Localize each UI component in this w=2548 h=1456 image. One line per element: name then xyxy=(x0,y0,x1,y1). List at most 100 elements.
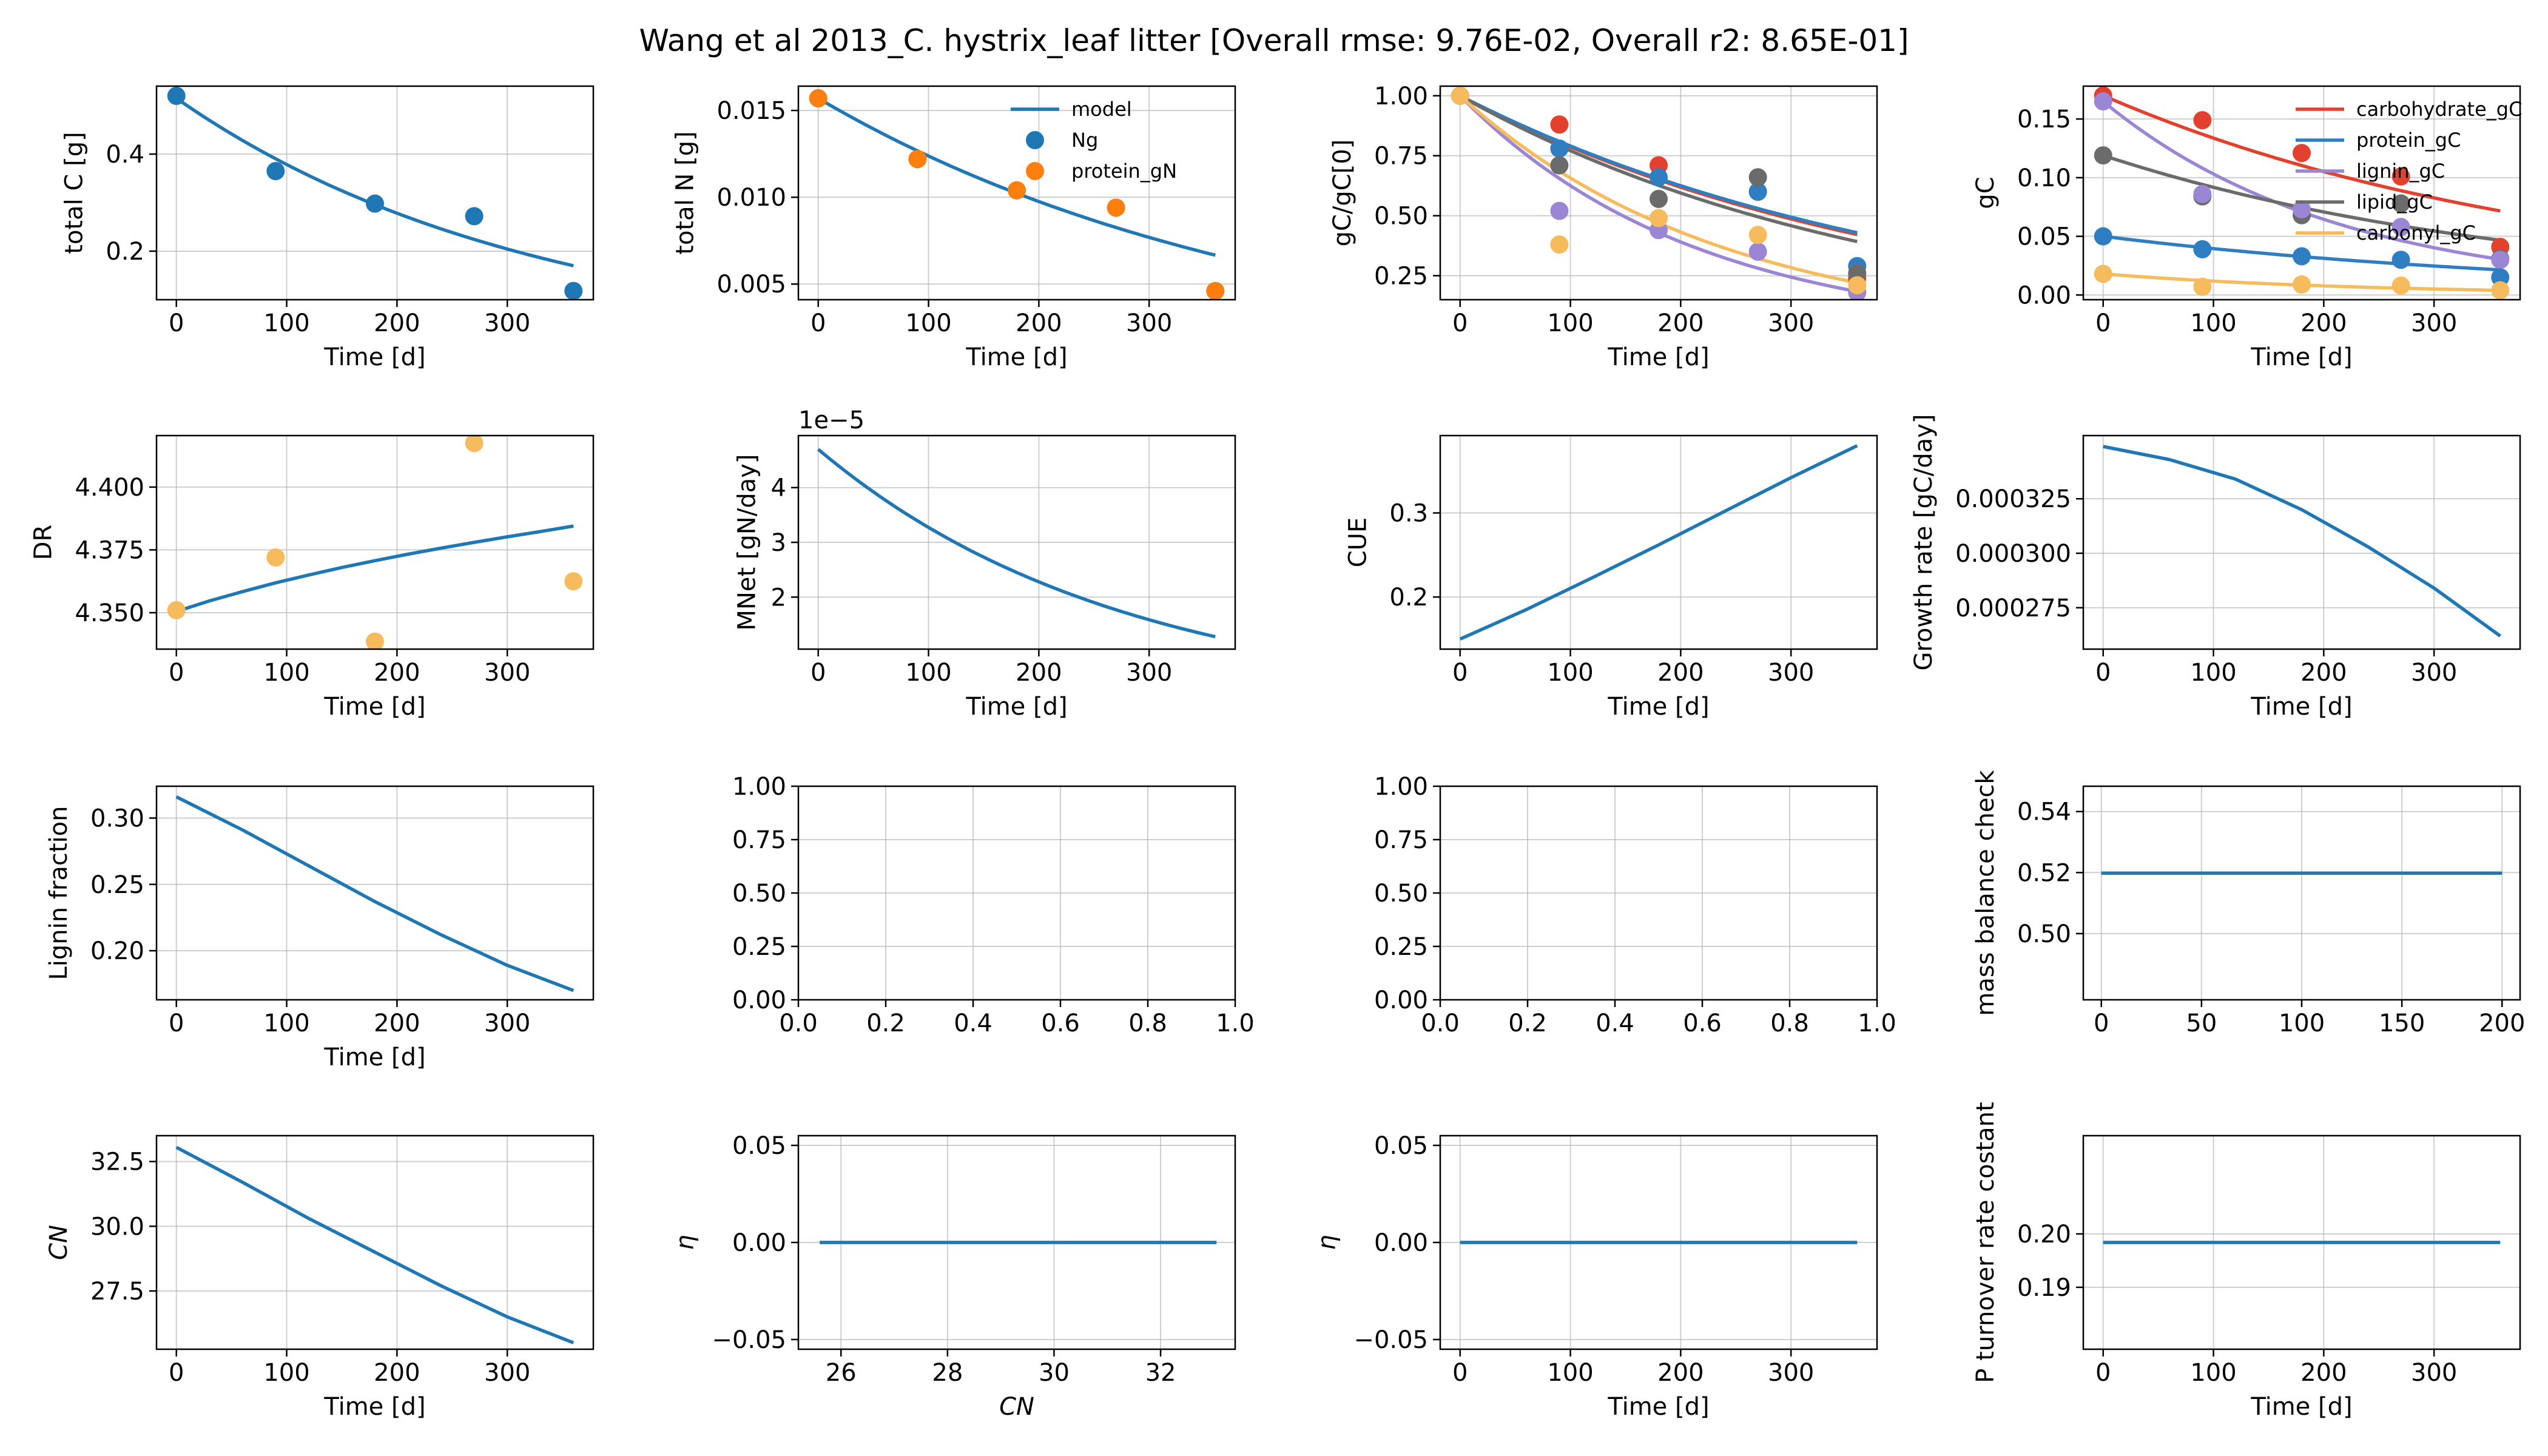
ytick-label-p14-2: 0.05 xyxy=(1374,1132,1428,1160)
ytick-label-p8-1: 0.25 xyxy=(90,871,144,899)
ytick-label-p11-0: 0.50 xyxy=(2017,920,2071,948)
point-p2-carbonyl_gC-4 xyxy=(1848,276,1867,295)
subplot-p14: 0 100 200 300 −0.05 0.00 0.05 Time [d] η xyxy=(1313,1132,1878,1421)
point-p4-DR-0 xyxy=(167,601,186,619)
xlabel-p15: Time [d] xyxy=(2250,1393,2352,1421)
xtick-label-p14-0: 0 xyxy=(1452,1359,1468,1387)
subplot-p12: 0 100 200 300 27.5 30.0 32.5 Time [d] CN xyxy=(45,1134,595,1421)
ytick-label-p12-1: 30.0 xyxy=(90,1213,144,1241)
point-p3-protein_gC-3 xyxy=(2391,251,2410,269)
xtick-label-p7-1: 100 xyxy=(2190,659,2236,687)
point-p4-DR-4 xyxy=(564,572,583,591)
series-line-p8-model-0 xyxy=(175,795,575,993)
ylabel-p5: MNet [gN/day] xyxy=(733,454,761,630)
ytick-label-p5-2: 4 xyxy=(771,474,786,502)
offset-label-p5: 1e−5 xyxy=(798,406,864,434)
plot-area-p2 xyxy=(1451,86,1867,300)
axes-frame-p15 xyxy=(2082,1134,2521,1350)
ytick-label-p2-2: 0.75 xyxy=(1374,143,1428,170)
xtick-label-p9-1: 0.2 xyxy=(866,1009,905,1037)
subplot-p7: 0 100 200 300 0.000275 0.000300 0.000325 Time [… xyxy=(1910,414,2521,721)
xtick-label-p2-0: 0 xyxy=(1452,309,1468,337)
ytick-label-p2-0: 0.25 xyxy=(1374,262,1428,290)
point-p1-protein_gN-4 xyxy=(1206,281,1225,300)
xtick-label-p8-3: 300 xyxy=(484,1009,530,1037)
xtick-label-p13-1: 28 xyxy=(932,1359,963,1387)
plot-area-p6 xyxy=(1459,444,1858,641)
ytick-label-p1-2: 0.015 xyxy=(716,97,786,125)
point-p3-lignin_gC-1 xyxy=(2193,184,2212,203)
ytick-label-p5-1: 3 xyxy=(771,529,786,557)
xtick-label-p6-1: 100 xyxy=(1547,659,1593,687)
point-p1-protein_gN-2 xyxy=(1008,181,1026,200)
xtick-label-p11-1: 50 xyxy=(2186,1009,2217,1037)
ytick-label-p13-1: 0.00 xyxy=(732,1229,786,1257)
xtick-label-p12-3: 300 xyxy=(484,1359,530,1387)
xtick-label-p3-0: 0 xyxy=(2095,309,2111,337)
xtick-label-p14-2: 200 xyxy=(1657,1359,1704,1387)
ylabel-p0: total C [g] xyxy=(61,132,89,254)
ylabel-p7: Growth rate [gC/day] xyxy=(1910,414,1938,670)
xtick-label-p7-0: 0 xyxy=(2095,659,2111,687)
point-p0-Ng-1 xyxy=(266,162,285,180)
axes-frame-p7 xyxy=(2082,434,2521,650)
legend-label-p1-1: Ng xyxy=(1071,129,1098,152)
ylabel-p1: total N [g] xyxy=(672,131,699,254)
xlabel-p2: Time [d] xyxy=(1607,343,1709,371)
axes-frame-p8 xyxy=(155,785,595,1001)
point-p2-carbonyl_gC-1 xyxy=(1550,235,1569,254)
point-p2-protein_gC-3 xyxy=(1748,183,1767,201)
xtick-label-p0-1: 100 xyxy=(263,309,309,337)
plot-area-p7 xyxy=(2103,445,2501,638)
xtick-label-p10-2: 0.4 xyxy=(1596,1009,1634,1037)
ytick-label-p1-1: 0.010 xyxy=(716,184,786,212)
legend-handle-p1-2 xyxy=(1026,162,1044,180)
point-p3-protein_gC-4 xyxy=(2491,268,2510,287)
point-p2-lipid_gC-3 xyxy=(1748,168,1767,187)
xtick-label-p6-2: 200 xyxy=(1657,659,1704,687)
xtick-label-p7-2: 200 xyxy=(2300,659,2347,687)
xtick-label-p6-0: 0 xyxy=(1452,659,1468,687)
point-p2-carbonyl_gC-2 xyxy=(1650,209,1668,228)
xtick-label-p4-1: 100 xyxy=(263,659,309,687)
xtick-label-p4-0: 0 xyxy=(169,659,184,687)
xtick-label-p9-0: 0.0 xyxy=(779,1009,818,1037)
ylabel-p15: P turnover rate costant xyxy=(1972,1102,2000,1383)
subplot-p9: 0.0 0.2 0.4 0.6 0.8 1.0 0.00 0.25 0.50 0.75 1.00 xyxy=(732,773,1255,1037)
ytick-label-p7-0: 0.000275 xyxy=(1955,595,2071,622)
ytick-label-p5-0: 2 xyxy=(771,584,786,612)
legend-label-p1-2: protein_gN xyxy=(1071,160,1177,183)
xtick-label-p5-0: 0 xyxy=(811,659,826,687)
ytick-label-p7-2: 0.000325 xyxy=(1955,485,2071,513)
ytick-label-p15-1: 0.20 xyxy=(2017,1221,2071,1249)
legend-label-p3-3: lipid_gC xyxy=(2356,190,2433,214)
subplot-p3: 0 100 200 300 0.00 0.05 0.10 0.15 Time [d] gC carb… xyxy=(1972,85,2522,371)
xtick-label-p13-3: 32 xyxy=(1145,1359,1176,1387)
ylabel-p11: mass balance check xyxy=(1972,770,2000,1016)
ytick-label-p8-2: 0.30 xyxy=(90,804,144,832)
xtick-label-p14-3: 300 xyxy=(1768,1359,1814,1387)
xtick-label-p11-0: 0 xyxy=(2094,1009,2109,1037)
ytick-label-p6-0: 0.2 xyxy=(1389,584,1428,612)
xtick-label-p0-3: 300 xyxy=(484,309,530,337)
plot-area-p12 xyxy=(175,1145,575,1344)
point-p3-carbonyl_gC-0 xyxy=(2094,265,2112,283)
xtick-label-p15-0: 0 xyxy=(2095,1359,2111,1387)
xtick-label-p0-2: 200 xyxy=(374,309,420,337)
ytick-label-p11-2: 0.54 xyxy=(2017,798,2071,826)
point-p1-protein_gN-1 xyxy=(908,150,927,169)
ytick-label-p9-2: 0.50 xyxy=(732,880,786,908)
ylabel-p14: η xyxy=(1313,1235,1341,1250)
xtick-label-p10-0: 0.0 xyxy=(1421,1009,1460,1037)
axes-frame-p1 xyxy=(797,85,1236,301)
legend-p1: model Ng protein_gN xyxy=(1011,98,1177,183)
xlabel-p7: Time [d] xyxy=(2250,693,2352,721)
ytick-label-p14-1: 0.00 xyxy=(1374,1229,1428,1257)
legend-label-p3-0: carbohydrate_gC xyxy=(2356,98,2522,121)
point-p4-DR-2 xyxy=(366,632,384,649)
ytick-label-p3-2: 0.10 xyxy=(2017,164,2071,192)
ytick-label-p0-0: 0.2 xyxy=(106,238,144,266)
point-p3-carbonyl_gC-1 xyxy=(2193,277,2212,296)
ytick-label-p2-3: 1.00 xyxy=(1374,83,1428,110)
point-p3-carbonyl_gC-4 xyxy=(2491,281,2510,300)
